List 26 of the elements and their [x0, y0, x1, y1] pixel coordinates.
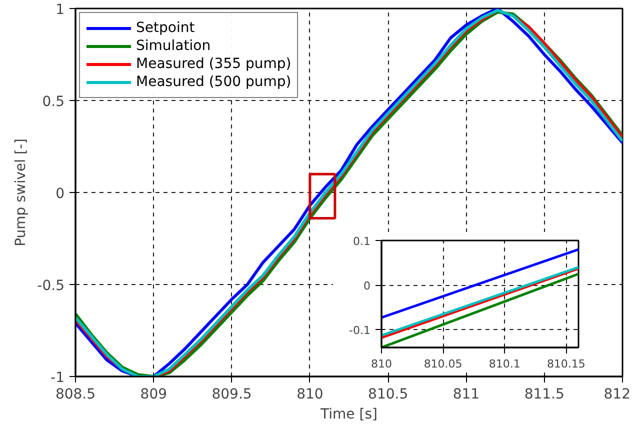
legend-label: Measured (355 pump) [136, 55, 292, 73]
y-tick-label: -1 [50, 370, 65, 386]
x-tick-label: 809 [140, 386, 168, 402]
x-tick-label: 810.15 [546, 358, 586, 370]
y-tick-label: 0.5 [42, 94, 64, 110]
x-tick-label: 811.5 [524, 386, 564, 402]
y-tick-label: -0.1 [349, 324, 371, 338]
legend-label: Setpoint [136, 19, 195, 37]
y-tick-label: -0.5 [37, 278, 65, 294]
y-tick-label: 0 [364, 280, 370, 293]
x-tick-label: 812 [604, 386, 631, 402]
y-tick-label: 0 [56, 186, 65, 202]
x-tick-label: 810 [296, 386, 324, 402]
x-tick-label: 811 [452, 386, 480, 402]
x-tick-label: 810.05 [424, 358, 462, 370]
y-tick-label: 0.1 [353, 235, 371, 248]
x-tick-label: 809.5 [212, 386, 252, 402]
x-tick-label: 808.5 [55, 386, 96, 402]
legend-label: Simulation [136, 37, 211, 55]
x-tick-label: 810 [371, 358, 392, 370]
x-tick-label: 810.5 [368, 386, 408, 402]
x-tick-label: 810.1 [488, 358, 520, 370]
x-axis-title: Time [s] [320, 406, 378, 422]
y-tick-label: 1 [56, 2, 65, 18]
legend-label: Measured (500 pump) [136, 73, 292, 91]
y-axis-title: Pump swivel [-] [13, 138, 30, 246]
